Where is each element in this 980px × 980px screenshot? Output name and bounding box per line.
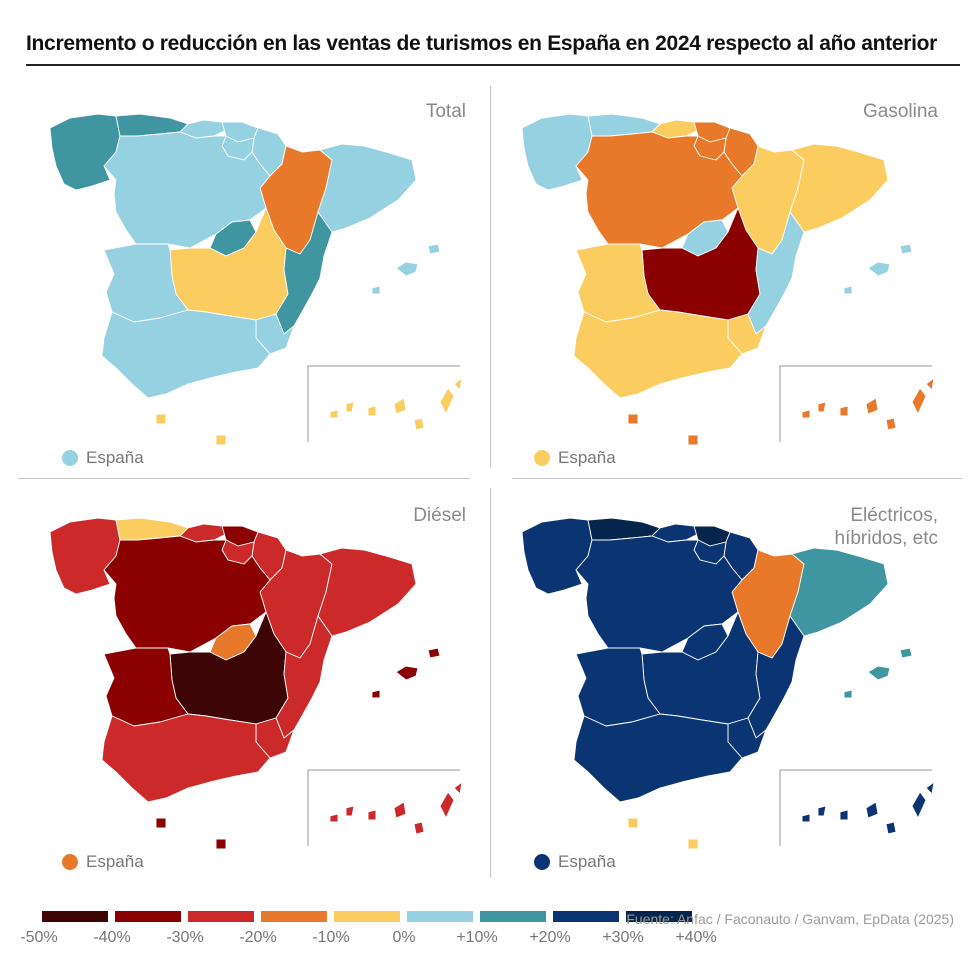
region-extremadura — [575, 647, 661, 727]
canarias-inset-frame — [779, 769, 932, 846]
region-baleares — [371, 243, 441, 295]
source-note: Fuente: Anfac / Faconauto / Ganvam, EpDa… — [626, 911, 954, 927]
region-canarias — [801, 781, 935, 835]
region-andalucia — [573, 713, 743, 803]
panel-label-diesel: Diésel — [413, 505, 466, 526]
region-galicia — [49, 517, 121, 595]
vertical-divider-bottom — [490, 488, 491, 878]
region-ceuta — [627, 413, 639, 425]
region-canarias — [801, 377, 935, 431]
panel-label-electricos: Eléctricos, híbridos, etc — [834, 505, 939, 549]
region-ceuta — [155, 413, 167, 425]
panel-label-gasolina: Gasolina — [863, 101, 938, 122]
horizontal-divider-left — [18, 478, 470, 479]
espana-label: España — [558, 852, 616, 871]
espana-dot — [534, 854, 550, 870]
espana-label: España — [86, 852, 144, 871]
espana-dot — [534, 450, 550, 466]
espana-label: España — [558, 448, 616, 467]
panel-electricos: Eléctricos, híbridos, etc España — [492, 484, 952, 884]
region-baleares — [371, 647, 441, 699]
region-galicia — [49, 113, 121, 191]
legend-swatch — [188, 911, 254, 922]
legend-swatch — [480, 911, 546, 922]
canarias-inset-frame — [307, 769, 460, 846]
region-extremadura — [103, 243, 189, 323]
region-galicia — [521, 517, 593, 595]
espana-dot — [62, 450, 78, 466]
legend-swatch — [334, 911, 400, 922]
region-canarias — [329, 781, 463, 835]
region-ceuta — [155, 817, 167, 829]
region-cataluna — [317, 143, 417, 233]
region-valencia — [747, 211, 805, 335]
espana-indicator-total: España — [62, 448, 144, 468]
map-total — [49, 113, 463, 446]
legend-tick-label: -30% — [166, 929, 204, 946]
legend-tick-label: +10% — [456, 929, 498, 946]
region-cataluna — [317, 547, 417, 637]
legend-tick-label: -10% — [312, 929, 350, 946]
legend-tick-label: -20% — [239, 929, 277, 946]
region-andalucia — [101, 309, 271, 399]
chart-title: Incremento o reducción en las ventas de … — [26, 32, 938, 55]
legend-tick-label: +20% — [529, 929, 571, 946]
region-baleares — [843, 647, 913, 699]
legend-swatch — [407, 911, 473, 922]
canarias-inset-frame — [307, 365, 460, 442]
horizontal-divider-right — [512, 478, 962, 479]
canarias-inset-frame — [779, 365, 932, 442]
legend-tick-label: +40% — [675, 929, 717, 946]
region-galicia — [521, 113, 593, 191]
region-cataluna — [789, 143, 889, 233]
region-melilla — [687, 434, 699, 446]
region-melilla — [215, 434, 227, 446]
region-cataluna — [789, 547, 889, 637]
legend-tick-label: 0% — [392, 929, 416, 946]
espana-label: España — [86, 448, 144, 467]
legend-tick-label: -40% — [93, 929, 131, 946]
title-rule — [26, 64, 960, 66]
legend-tick-label: +30% — [602, 929, 644, 946]
map-diesel — [49, 517, 463, 850]
espana-dot — [62, 854, 78, 870]
map-gasolina — [521, 113, 935, 446]
panel-total: Total España — [20, 80, 480, 480]
region-extremadura — [103, 647, 189, 727]
legend-swatch — [261, 911, 327, 922]
region-melilla — [215, 838, 227, 850]
legend-swatch — [115, 911, 181, 922]
espana-indicator-gasolina: España — [534, 448, 616, 468]
legend-tick-label: -50% — [20, 929, 58, 946]
region-extremadura — [575, 243, 661, 323]
panel-label-total: Total — [425, 101, 466, 122]
vertical-divider-top — [490, 86, 491, 468]
region-andalucia — [573, 309, 743, 399]
espana-indicator-diesel: España — [62, 852, 144, 872]
region-andalucia — [101, 713, 271, 803]
legend-swatch — [553, 911, 619, 922]
panel-gasolina: Gasolina España — [492, 80, 952, 480]
region-valencia — [747, 615, 805, 739]
espana-indicator-electricos: España — [534, 852, 616, 872]
region-valencia — [275, 615, 333, 739]
legend-swatch — [42, 911, 108, 922]
legend-swatch — [626, 911, 692, 922]
region-melilla — [687, 838, 699, 850]
region-canarias — [329, 377, 463, 431]
color-legend: -50% -40% -30% -20% -10% 0% +10% +20% +30% +40% — [20, 911, 717, 971]
region-baleares — [843, 243, 913, 295]
map-electricos — [521, 517, 935, 850]
panel-diesel: Diésel España — [20, 484, 480, 884]
region-ceuta — [627, 817, 639, 829]
region-valencia — [275, 211, 333, 335]
